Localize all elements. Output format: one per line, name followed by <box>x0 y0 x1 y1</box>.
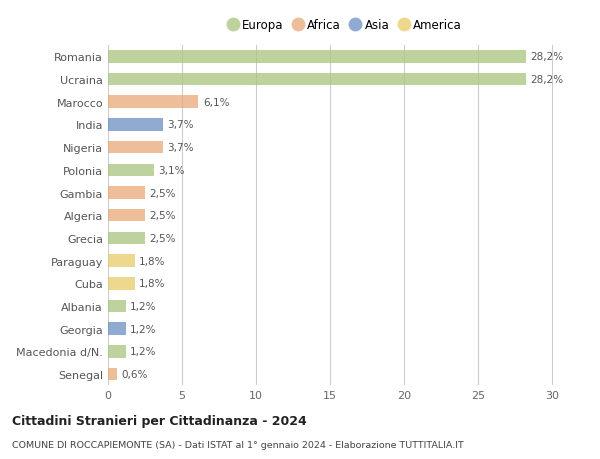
Text: 1,2%: 1,2% <box>130 301 157 311</box>
Text: 1,2%: 1,2% <box>130 347 157 357</box>
Bar <box>108 209 145 222</box>
Text: 1,2%: 1,2% <box>130 324 157 334</box>
Text: 3,1%: 3,1% <box>158 165 185 175</box>
Text: 0,6%: 0,6% <box>121 369 148 379</box>
Text: 28,2%: 28,2% <box>530 52 563 62</box>
Bar <box>108 368 117 381</box>
Legend: Europa, Africa, Asia, America: Europa, Africa, Asia, America <box>223 14 467 37</box>
Bar <box>108 141 163 154</box>
Text: 6,1%: 6,1% <box>203 97 229 107</box>
Bar <box>108 345 126 358</box>
Text: 1,8%: 1,8% <box>139 256 166 266</box>
Text: 2,5%: 2,5% <box>149 211 176 221</box>
Bar <box>108 73 526 86</box>
Bar <box>108 119 163 131</box>
Bar <box>108 232 145 245</box>
Text: 2,5%: 2,5% <box>149 233 176 243</box>
Text: COMUNE DI ROCCAPIEMONTE (SA) - Dati ISTAT al 1° gennaio 2024 - Elaborazione TUTT: COMUNE DI ROCCAPIEMONTE (SA) - Dati ISTA… <box>12 441 464 449</box>
Bar <box>108 277 134 290</box>
Bar <box>108 323 126 335</box>
Bar <box>108 51 526 63</box>
Text: Cittadini Stranieri per Cittadinanza - 2024: Cittadini Stranieri per Cittadinanza - 2… <box>12 414 307 428</box>
Text: 28,2%: 28,2% <box>530 75 563 85</box>
Bar <box>108 300 126 313</box>
Bar <box>108 164 154 177</box>
Text: 2,5%: 2,5% <box>149 188 176 198</box>
Text: 1,8%: 1,8% <box>139 279 166 289</box>
Bar <box>108 187 145 199</box>
Text: 3,7%: 3,7% <box>167 120 194 130</box>
Text: 3,7%: 3,7% <box>167 143 194 153</box>
Bar <box>108 255 134 267</box>
Bar <box>108 96 199 109</box>
